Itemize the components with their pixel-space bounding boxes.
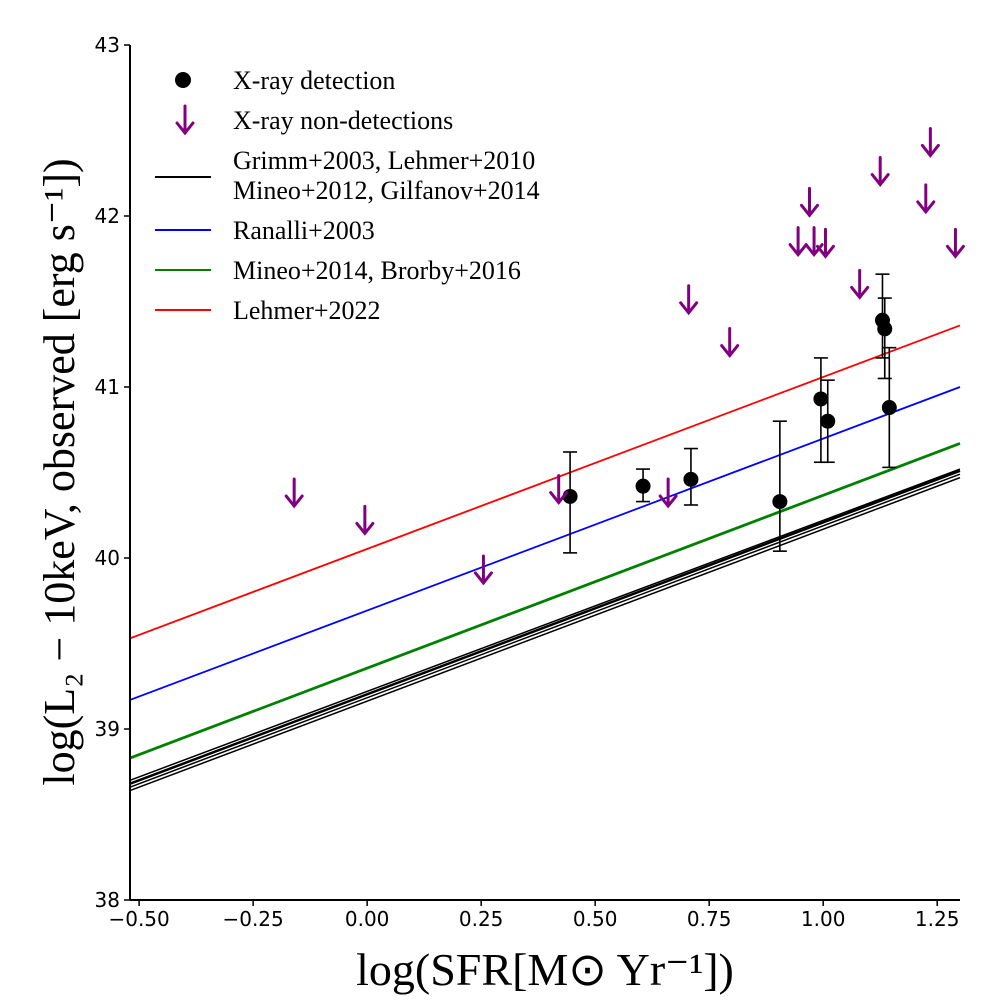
detection-point-2 <box>683 471 699 487</box>
y-axis-ticks: 38 39 40 41 42 43 <box>95 33 130 912</box>
legend-marker-non-detection <box>175 104 195 136</box>
legend-label-detection: X-ray detection <box>233 66 395 95</box>
y-tick-label-1: 39 <box>95 717 120 741</box>
non-detection-arrow-10 <box>815 227 835 259</box>
legend-label-non-detection: X-ray non-detections <box>233 106 453 135</box>
non-detection-arrow-1 <box>355 504 375 536</box>
non-detection-arrow-5 <box>679 284 699 316</box>
legend-label-green: Mineo+2014, Brorby+2016 <box>233 256 521 285</box>
relation-line-0 <box>129 476 961 792</box>
x-tick-label-3: 0.25 <box>459 907 504 931</box>
relation-line-6 <box>129 324 961 640</box>
x-axis-ticks: −0.50 −0.25 0.00 0.25 0.50 0.75 1.00 1.25 <box>108 900 959 931</box>
y-tick-label-5: 43 <box>95 33 120 57</box>
x-axis-title: log(SFR[M⊙ Yr⁻¹]) <box>356 944 734 995</box>
y-tick-label-2: 40 <box>95 546 120 570</box>
non-detection-arrow-14 <box>920 126 940 158</box>
non-detection-arrow-4 <box>658 477 678 509</box>
x-tick-label-6: 1.00 <box>801 907 846 931</box>
non-detection-arrow-3 <box>549 474 569 506</box>
legend-marker-detection <box>175 72 191 88</box>
x-tick-label-7: 1.25 <box>915 907 960 931</box>
non-detection-arrow-15 <box>945 227 965 259</box>
relation-lines <box>129 324 961 792</box>
legend-label-black-1: Grimm+2003, Lehmer+2010 <box>233 146 535 175</box>
x-tick-label-0: −0.50 <box>108 907 169 931</box>
legend-label-blue: Ranalli+2003 <box>233 216 375 245</box>
relation-line-1 <box>129 473 961 788</box>
non-detection-arrow-12 <box>870 156 890 187</box>
y-tick-label-0: 38 <box>95 888 120 912</box>
detection-point-3 <box>772 494 788 510</box>
relation-line-2 <box>129 469 961 785</box>
x-tick-label-2: 0.00 <box>345 907 390 931</box>
non-detection-arrow-8 <box>800 186 820 218</box>
non-detection-arrow-6 <box>720 327 740 358</box>
y-axis-title: log(L₂ − 10keV, observed [erg s⁻¹]) <box>35 158 84 785</box>
detection-point-7 <box>877 321 893 337</box>
non-detection-arrow-11 <box>850 268 870 300</box>
detection-point-1 <box>635 478 651 494</box>
y-tick-label-3: 41 <box>95 375 120 399</box>
upper-limit-arrows <box>284 126 965 586</box>
non-detection-arrow-7 <box>788 226 808 258</box>
data-points <box>562 312 897 510</box>
detection-point-5 <box>820 413 836 429</box>
legend-label-red: Lehmer+2022 <box>233 296 381 325</box>
relation-line-3 <box>129 468 961 782</box>
detection-point-8 <box>881 400 897 416</box>
legend: X-ray detection X-ray non-detections Gri… <box>155 66 540 325</box>
non-detection-arrow-2 <box>473 554 493 586</box>
relation-line-5 <box>129 442 961 760</box>
x-tick-label-1: −0.25 <box>222 907 283 931</box>
x-tick-label-4: 0.50 <box>573 907 618 931</box>
legend-label-black-2: Mineo+2012, Gilfanov+2014 <box>233 176 540 205</box>
non-detection-arrow-0 <box>284 477 304 509</box>
detection-point-4 <box>813 391 829 407</box>
non-detection-arrow-13 <box>916 183 936 215</box>
x-tick-label-5: 0.75 <box>687 907 732 931</box>
y-tick-label-4: 42 <box>95 204 120 228</box>
relation-line-4 <box>129 386 961 701</box>
